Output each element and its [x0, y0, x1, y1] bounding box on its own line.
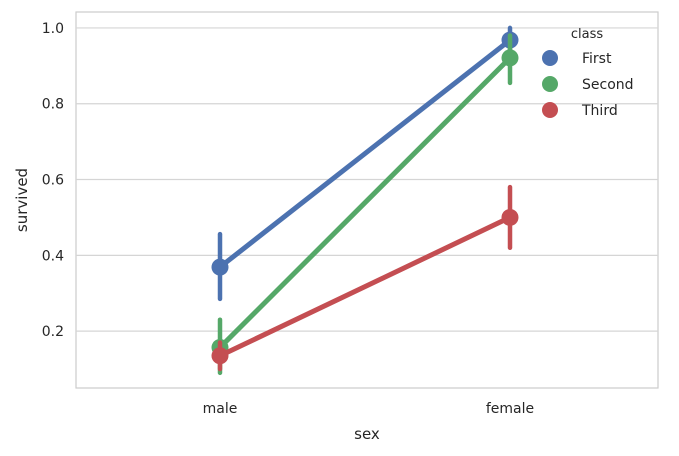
series-line: [217, 55, 513, 350]
y-tick-label: 1.0: [42, 21, 64, 37]
legend-marker-second: [542, 76, 558, 92]
y-tick-label: 0.6: [42, 173, 64, 189]
y-tick-label: 0.8: [42, 97, 64, 113]
legend: class First Second Third: [542, 27, 634, 119]
x-tick-label: female: [486, 401, 534, 417]
x-axis-label: sex: [354, 425, 380, 443]
y-tick-label: 0.2: [42, 324, 64, 340]
legend-marker-first: [542, 50, 558, 66]
series-line: [217, 37, 513, 270]
series-second: [211, 33, 519, 376]
legend-label: Third: [581, 103, 618, 119]
x-tick-label: male: [203, 401, 238, 417]
legend-label: First: [582, 51, 612, 67]
legend-title: class: [571, 27, 603, 42]
legend-label: Second: [582, 77, 634, 93]
data-point: [501, 49, 519, 67]
data-point: [501, 208, 519, 226]
series-line: [217, 214, 513, 359]
y-axis-label: survived: [13, 168, 31, 232]
legend-marker-third: [542, 102, 558, 118]
data-point: [211, 347, 229, 365]
y-tick-label: 0.4: [42, 248, 64, 264]
series-third: [211, 184, 519, 372]
data-point: [211, 258, 229, 276]
